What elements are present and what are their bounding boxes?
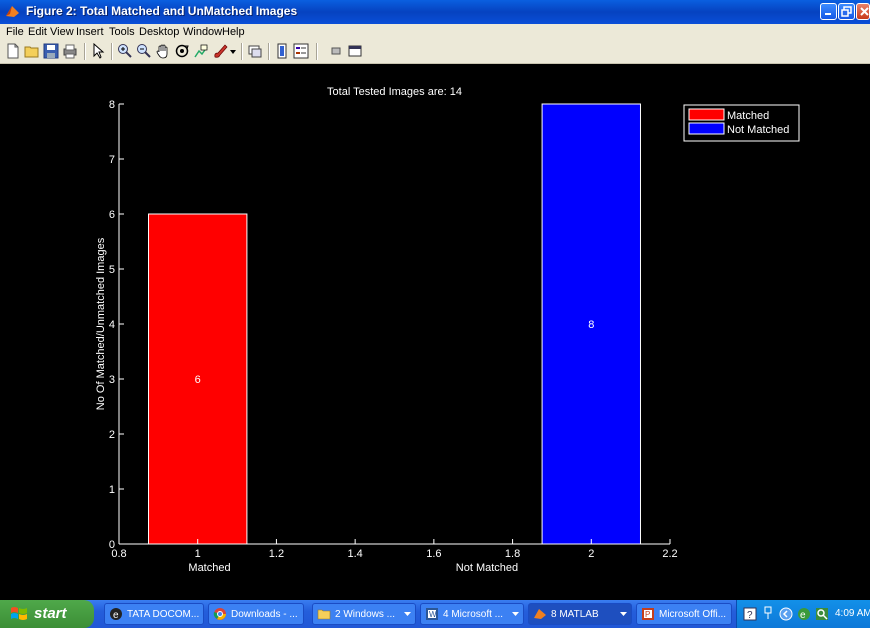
zoom-out-icon[interactable] xyxy=(136,43,152,59)
new-figure-icon[interactable] xyxy=(5,43,21,59)
network-icon[interactable] xyxy=(763,605,773,621)
link-plot-icon[interactable] xyxy=(247,43,263,59)
print-icon[interactable] xyxy=(62,43,78,59)
y-tick-label: 7 xyxy=(109,154,115,166)
taskbar-item-downloads[interactable]: Downloads - ... xyxy=(208,603,304,625)
x-axis-label-not-matched: Not Matched xyxy=(456,562,518,574)
search-icon[interactable] xyxy=(815,607,829,621)
help-icon[interactable]: ? xyxy=(743,607,757,621)
menu-help[interactable]: Help xyxy=(222,26,245,38)
folder-icon xyxy=(317,609,331,620)
bar-data-label: 8 xyxy=(588,319,594,331)
maximize-button[interactable] xyxy=(838,3,855,20)
svg-text:e: e xyxy=(113,610,119,621)
rotate-3d-icon[interactable] xyxy=(174,43,190,59)
powerpoint-icon: P xyxy=(642,608,654,620)
bar-not-matched xyxy=(541,103,641,545)
x-tick-label: 1.8 xyxy=(505,548,520,560)
legend-icon[interactable] xyxy=(293,43,309,59)
window-title: Figure 2: Total Matched and UnMatched Im… xyxy=(26,4,298,18)
minimize-icon xyxy=(825,13,831,15)
matlab-figure-icon xyxy=(6,6,19,17)
svg-text:e: e xyxy=(800,610,806,621)
x-tick-label: 2 xyxy=(588,548,594,560)
show-plot-tools-icon[interactable] xyxy=(347,43,363,59)
windows-flag-icon xyxy=(11,607,27,620)
system-tray: ? e 4:09 AM xyxy=(736,600,870,628)
office-icon: W xyxy=(426,608,438,620)
minimize-button[interactable] xyxy=(820,3,837,20)
menu-bar: File Edit View Insert Tools Desktop Wind… xyxy=(0,24,870,40)
menu-window[interactable]: Window xyxy=(183,26,223,38)
bar-chart[interactable]: Total Tested Images are: 14 6 8 0.8 1 1.2 1.4 1… xyxy=(0,64,870,600)
start-label: start xyxy=(34,605,67,622)
figure-canvas[interactable]: Total Tested Images are: 14 6 8 0.8 1 1.2 1.4 1… xyxy=(0,64,870,600)
zoom-in-icon[interactable] xyxy=(117,43,133,59)
y-tick-label: 1 xyxy=(109,484,115,496)
tata-icon: e xyxy=(110,608,122,621)
menu-insert[interactable]: Insert xyxy=(76,26,104,38)
x-tick-label: 1.4 xyxy=(347,548,362,560)
group-dropdown-icon xyxy=(512,612,519,616)
svg-text:P: P xyxy=(645,610,650,619)
taskbar-item-windows-explorer[interactable]: 2 Windows ... xyxy=(312,603,416,625)
x-tick-label: 1.6 xyxy=(426,548,441,560)
x-tick-label: 1.2 xyxy=(269,548,284,560)
y-axis-label: No Of Matched/Unmatched Images xyxy=(95,237,107,410)
collapse-tray-icon[interactable] xyxy=(779,607,793,621)
taskbar-item-microsoft-group[interactable]: W 4 Microsoft ... xyxy=(420,603,524,625)
x-tick-label: 0.8 xyxy=(111,548,126,560)
close-icon xyxy=(860,7,869,16)
y-tick-label: 2 xyxy=(109,429,115,441)
start-button[interactable]: start xyxy=(0,600,94,628)
brush-dropdown-icon[interactable] xyxy=(229,43,237,59)
svg-text:?: ? xyxy=(747,610,753,621)
hide-plot-tools-icon[interactable] xyxy=(328,43,344,59)
group-dropdown-icon xyxy=(404,612,411,616)
taskbar-item-matlab[interactable]: 8 MATLAB xyxy=(528,603,632,625)
y-tick-label: 0 xyxy=(109,539,115,551)
group-dropdown-icon xyxy=(620,612,627,616)
restore-icon xyxy=(841,6,852,17)
svg-text:W: W xyxy=(429,610,437,619)
taskbar-clock: 4:09 AM xyxy=(835,608,870,619)
colorbar-icon[interactable] xyxy=(274,43,290,59)
y-tick-label: 8 xyxy=(109,99,115,111)
menu-desktop[interactable]: Desktop xyxy=(139,26,180,38)
chart-title: Total Tested Images are: 14 xyxy=(327,86,462,98)
y-tick-label: 4 xyxy=(109,319,115,331)
menu-file[interactable]: File xyxy=(6,26,24,38)
security-icon[interactable]: e xyxy=(797,607,811,621)
taskbar-item-tata[interactable]: e TATA DOCOM... xyxy=(104,603,204,625)
taskbar-item-microsoft-office[interactable]: P Microsoft Offi... xyxy=(636,603,732,625)
x-tick-label: 2.2 xyxy=(662,548,677,560)
menu-edit[interactable]: Edit xyxy=(28,26,47,38)
pan-hand-icon[interactable] xyxy=(155,43,171,59)
legend-entry: Matched xyxy=(727,110,769,122)
legend-swatch xyxy=(688,122,725,135)
legend-swatch xyxy=(688,108,725,121)
save-icon[interactable] xyxy=(43,43,59,59)
windows-taskbar: start e TATA DOCOM... Downloads - ... 2 … xyxy=(0,600,870,628)
window-titlebar[interactable]: Figure 2: Total Matched and UnMatched Im… xyxy=(0,0,870,24)
bar-data-label: 6 xyxy=(195,374,201,386)
open-file-icon[interactable] xyxy=(24,43,40,59)
chrome-icon xyxy=(213,608,226,620)
legend-entry: Not Matched xyxy=(727,124,789,136)
matlab-icon xyxy=(534,609,546,619)
menu-view[interactable]: View xyxy=(50,26,74,38)
bar-matched xyxy=(148,213,248,545)
y-tick-label: 6 xyxy=(109,209,115,221)
x-axis-label-matched: Matched xyxy=(188,562,230,574)
y-tick-label: 5 xyxy=(109,264,115,276)
data-cursor-icon[interactable] xyxy=(193,43,209,59)
close-button[interactable] xyxy=(856,3,870,20)
y-tick-label: 3 xyxy=(109,374,115,386)
menu-tools[interactable]: Tools xyxy=(109,26,135,38)
brush-icon[interactable] xyxy=(212,43,228,59)
figure-toolbar xyxy=(0,40,870,64)
arrow-pointer-icon[interactable] xyxy=(90,43,106,59)
x-tick-label: 1 xyxy=(195,548,201,560)
